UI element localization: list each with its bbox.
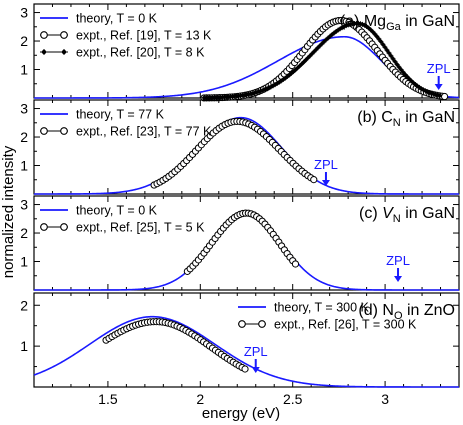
- legend-marker: [60, 223, 68, 231]
- panel-title: (a) MgGa in GaN: [340, 13, 455, 33]
- panels: 1 2 3 ZPL (a) MgGa in GaN theory, T = 0 K expt…: [20, 3, 460, 407]
- y-tick-label: 2: [20, 225, 28, 241]
- data-point-star: [386, 50, 392, 56]
- data-point: [291, 260, 300, 268]
- data-point-star: [388, 53, 394, 59]
- legend-label: expt., Ref. [23], T = 77 K: [76, 125, 212, 139]
- y-tick-label: 2: [20, 33, 28, 49]
- legend-label: expt., Ref. [20], T = 8 K: [76, 46, 205, 60]
- data-point-star: [382, 44, 388, 50]
- theory-curve: [34, 116, 459, 195]
- panel-title: (d) NO in ZnO: [358, 302, 455, 322]
- zpl-label: ZPL: [244, 344, 268, 359]
- legend-marker: [60, 31, 68, 39]
- panel-a: 1 2 3 ZPL (a) MgGa in GaN theory, T = 0 K expt…: [20, 3, 460, 102]
- data-point-star: [394, 61, 400, 67]
- data-point-star: [384, 47, 390, 53]
- data-point-star: [376, 36, 382, 42]
- zpl-arrowhead: [394, 276, 403, 282]
- y-tick-label: 3: [20, 5, 28, 21]
- x-tick-label: 3: [381, 391, 389, 407]
- panel-b: 1 2 3 ZPL (b) CN in GaN theory, T = 77 K expt.…: [20, 99, 460, 195]
- x-tick-label: 2: [196, 391, 204, 407]
- data-point-star: [396, 64, 402, 70]
- y-tick-label: 3: [20, 197, 28, 213]
- legend-marker: [238, 320, 246, 328]
- data-point-star: [378, 39, 384, 45]
- y-tick-label: 3: [20, 101, 28, 117]
- legend-label: theory, T = 0 K: [76, 12, 158, 26]
- panel-frame: [33, 195, 460, 291]
- x-tick-label: 2.5: [283, 391, 303, 407]
- legend-marker-star: [41, 49, 47, 55]
- zpl-arrowhead: [321, 180, 330, 186]
- legend-marker: [40, 223, 48, 231]
- panel-title: (c) VN in GaN: [359, 205, 455, 225]
- y-tick-label: 1: [20, 254, 28, 270]
- x-tick-label: 1.5: [98, 391, 118, 407]
- legend-marker-star: [61, 49, 67, 55]
- legend-marker: [40, 31, 48, 39]
- data-point-star: [390, 56, 396, 62]
- legend-marker: [60, 127, 68, 135]
- data-point-star: [374, 33, 380, 39]
- legend-label: theory, T = 0 K: [76, 204, 158, 218]
- y-tick-label: 1: [20, 338, 28, 354]
- panel-c: 1 2 3 ZPL (c) VN in GaN theory, T = 0 K expt.,…: [20, 195, 460, 291]
- y-axis-label: normalized intensity: [0, 145, 17, 278]
- data-point: [440, 92, 449, 101]
- data-point-star: [380, 41, 386, 47]
- theory-curve: [33, 315, 459, 388]
- panel-frame: [33, 99, 460, 195]
- zpl-label: ZPL: [314, 157, 338, 172]
- y-tick-label: 2: [20, 129, 28, 145]
- legend-marker: [40, 127, 48, 135]
- legend-label: expt., Ref. [25], T = 5 K: [76, 221, 205, 235]
- legend-label: theory, T = 300 K: [274, 301, 370, 315]
- zpl-label: ZPL: [386, 253, 410, 268]
- legend-label: expt., Ref. [26], T = 300 K: [274, 318, 417, 332]
- zpl-label: ZPL: [427, 61, 451, 76]
- y-tick-label: 1: [20, 62, 28, 78]
- data-point: [310, 176, 318, 184]
- legend-label: theory, T = 77 K: [76, 108, 165, 122]
- data-point-star: [392, 59, 398, 65]
- legend-marker: [258, 320, 266, 328]
- data-point: [241, 365, 249, 373]
- zpl-arrowhead: [434, 84, 443, 90]
- y-tick-label: 1: [20, 158, 28, 174]
- panel-frame: [33, 292, 460, 388]
- y-tick-label: 2: [20, 297, 28, 313]
- zpl-arrowhead: [251, 367, 260, 373]
- legend-label: expt., Ref. [19], T = 13 K: [76, 29, 212, 43]
- x-axis-label: energy (eV): [202, 405, 280, 422]
- panel-title: (b) CN in GaN: [357, 109, 455, 129]
- data-point-star: [437, 93, 443, 99]
